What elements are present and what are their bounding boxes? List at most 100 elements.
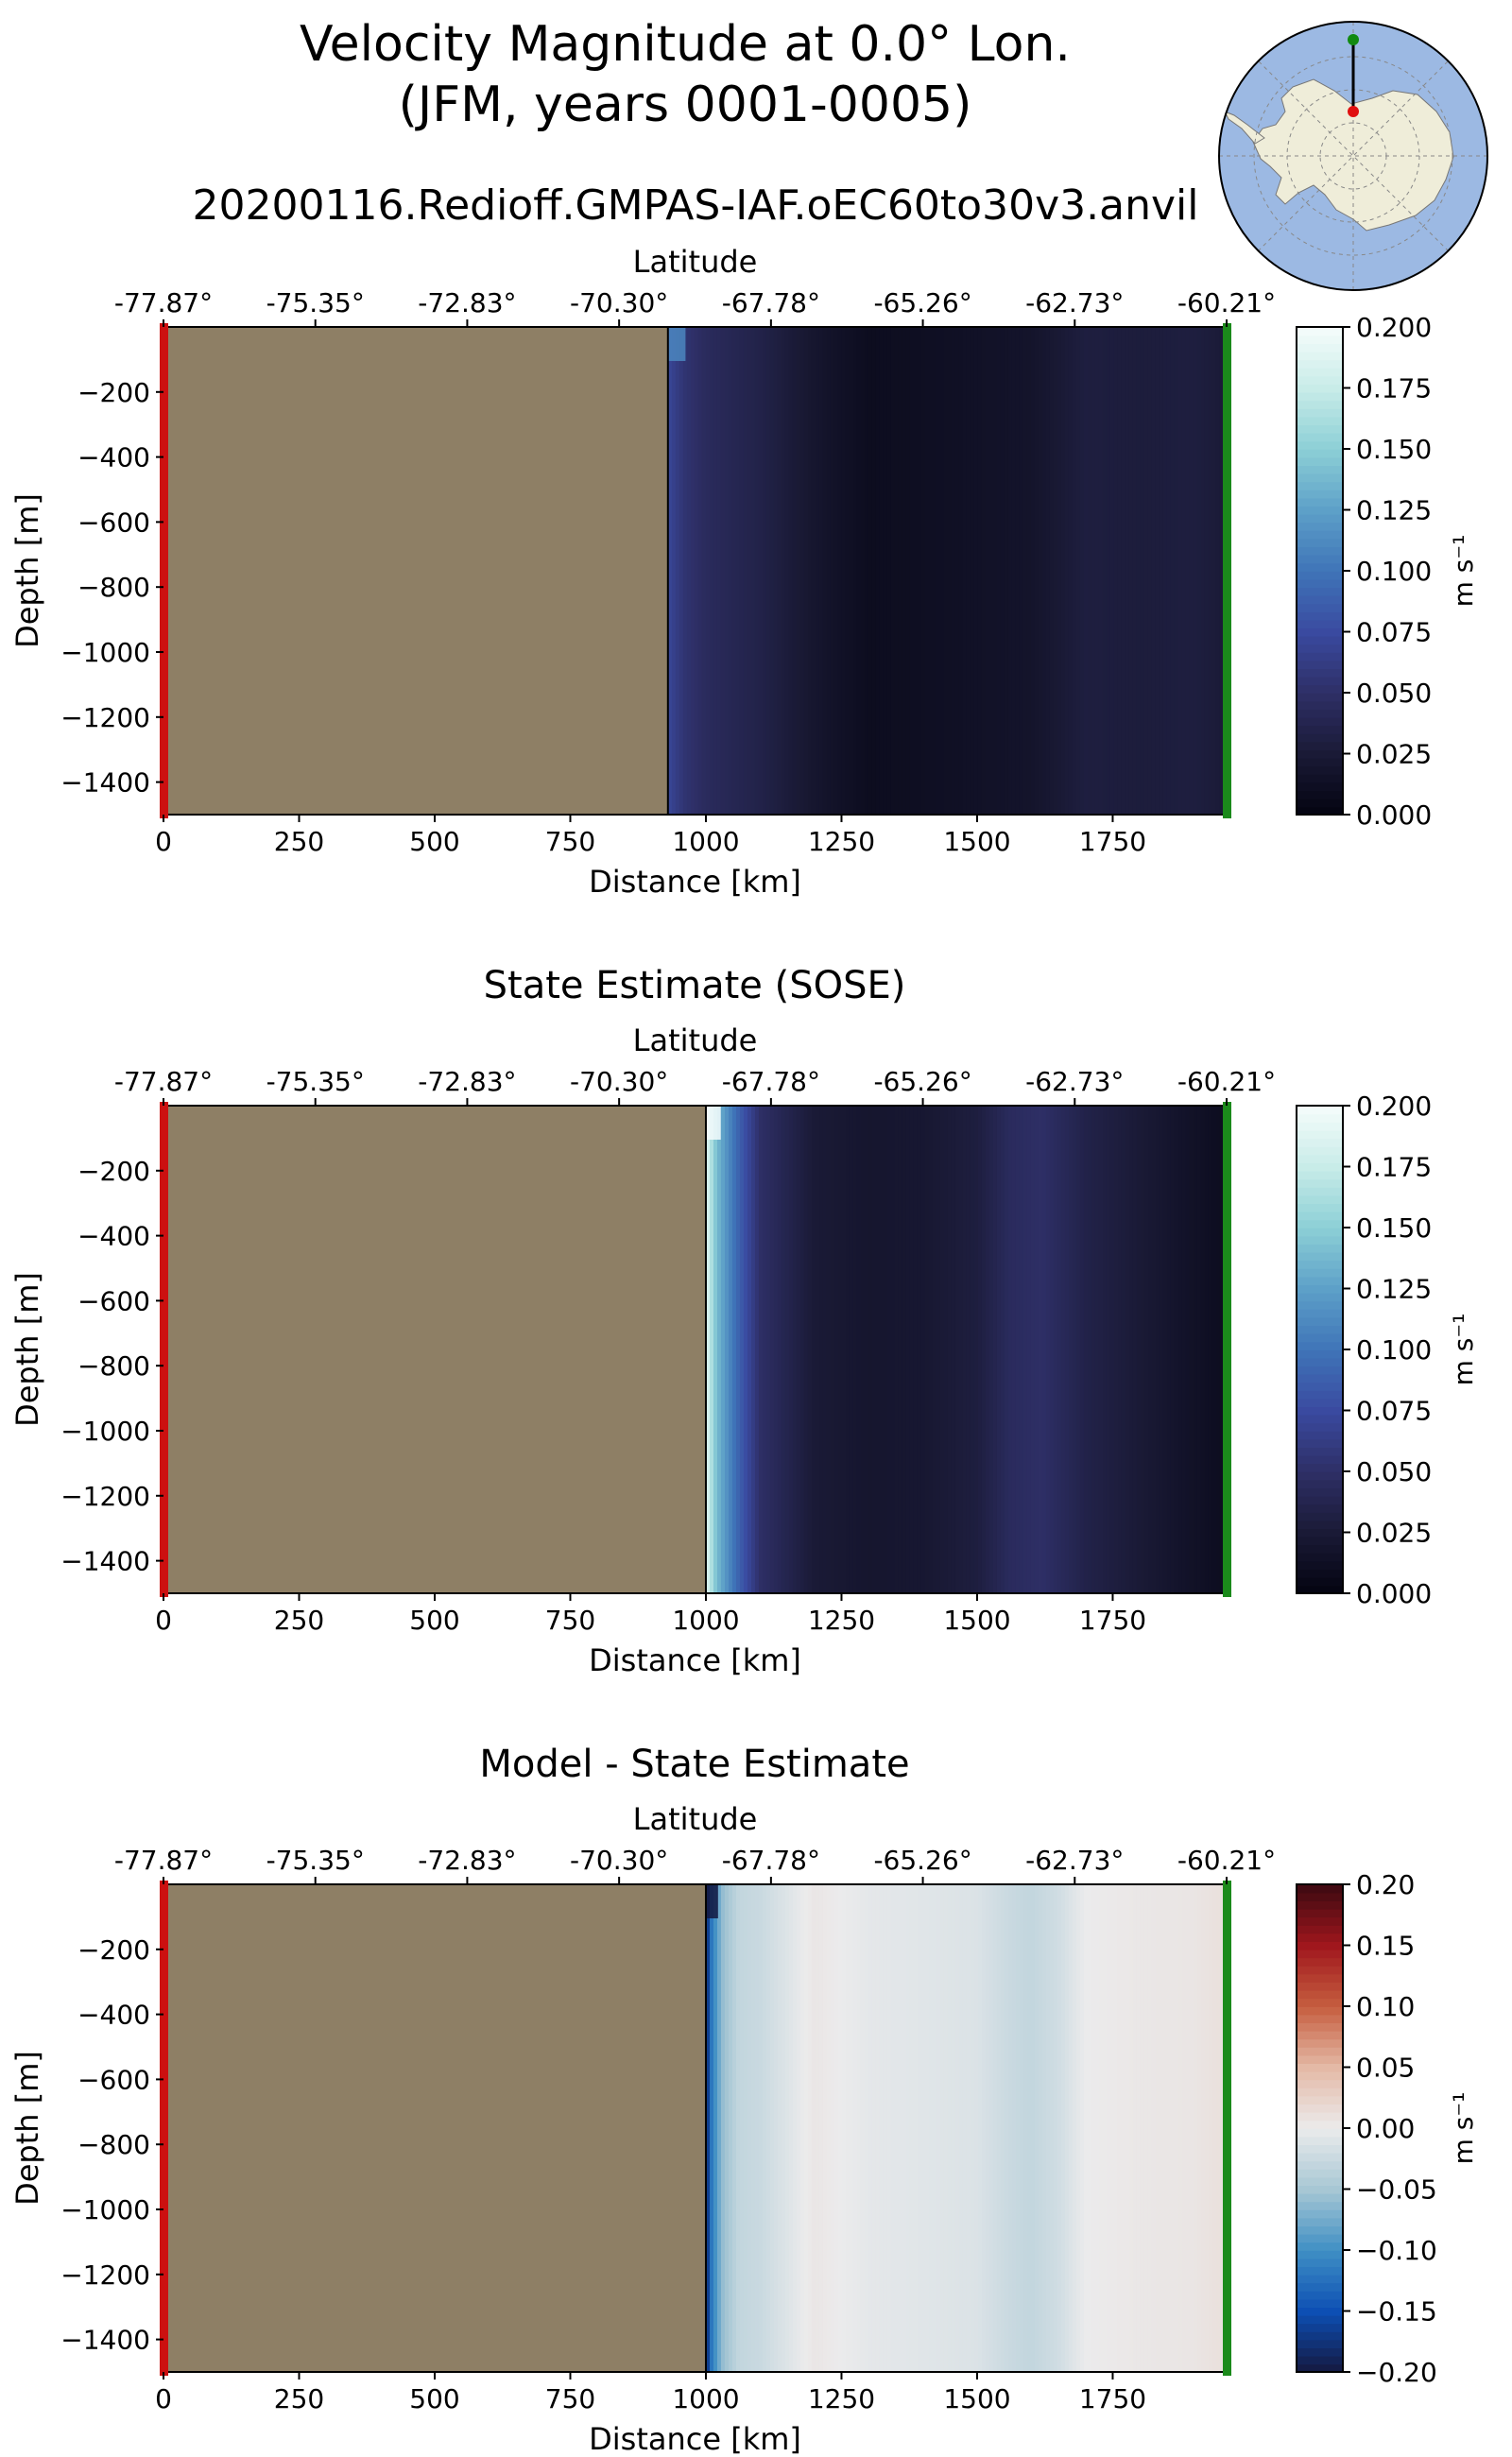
- section-column: [713, 327, 718, 815]
- colorbar-segment: [1297, 424, 1343, 434]
- section-column: [1026, 1884, 1032, 2372]
- section-column: [917, 1106, 922, 1593]
- section-column: [1034, 1106, 1040, 1593]
- top-x-tick-label: -70.30°: [570, 1845, 668, 1876]
- x-tick-label: 250: [274, 1605, 324, 1636]
- section-column: [769, 1106, 775, 1593]
- section-column: [781, 1884, 786, 2372]
- x-tick-label: 500: [409, 2383, 459, 2414]
- section-column: [1113, 1884, 1119, 2372]
- colorbar-segment: [1297, 2307, 1343, 2316]
- section-column: [890, 1106, 896, 1593]
- section-column: [864, 1884, 869, 2372]
- colorbar-segment: [1297, 343, 1343, 352]
- colorbar-segment: [1297, 611, 1343, 621]
- section-column: [728, 327, 733, 815]
- y-tick-label: −200: [77, 377, 150, 408]
- section-column: [1098, 1884, 1104, 2372]
- section-column: [1094, 1106, 1100, 1593]
- colorbar-tick-label: −0.10: [1356, 2235, 1437, 2266]
- section-column: [837, 1106, 843, 1593]
- colorbar-segment: [1297, 400, 1343, 409]
- transect-end-edge: [1223, 1881, 1231, 2376]
- section-column: [864, 327, 869, 815]
- section-column: [856, 1106, 862, 1593]
- colorbar-segment: [1297, 1471, 1343, 1481]
- section-column: [743, 327, 748, 815]
- y-tick-label: −1400: [60, 1546, 150, 1577]
- x-tick-label: 1500: [943, 826, 1010, 857]
- section-column: [1155, 1884, 1160, 2372]
- section-column: [826, 1106, 832, 1593]
- surface-jet: [667, 327, 686, 361]
- section-column: [1143, 1884, 1149, 2372]
- y-tick-label: −1400: [60, 2325, 150, 2356]
- y-tick-label: −1000: [60, 637, 150, 668]
- section-column: [985, 327, 990, 815]
- section-column: [902, 1884, 907, 2372]
- colorbar-segment: [1297, 2266, 1343, 2276]
- section-column: [1125, 327, 1130, 815]
- section-column: [962, 1884, 968, 2372]
- section-column: [977, 1884, 983, 2372]
- colorbar-segment: [1297, 472, 1343, 483]
- colorbar-segment: [1297, 2128, 1343, 2138]
- colorbar-segment: [1297, 2111, 1343, 2122]
- section-column: [1151, 327, 1157, 815]
- colorbar-segment: [1297, 1908, 1343, 1918]
- section-column: [1045, 1106, 1051, 1593]
- section-column: [765, 327, 771, 815]
- colorbar-segment: [1297, 2169, 1343, 2178]
- section-column: [686, 327, 692, 815]
- colorbar-segment: [1297, 2070, 1343, 2081]
- x-tick-label: 0: [155, 2383, 172, 2414]
- section-column: [1162, 1106, 1168, 1593]
- colorbar-segment: [1297, 2144, 1343, 2154]
- section-column: [936, 1884, 941, 2372]
- section-column: [788, 327, 794, 815]
- colorbar-segment: [1297, 497, 1343, 507]
- section-column: [988, 1106, 994, 1593]
- colorbar-segment: [1297, 1300, 1343, 1310]
- section-column: [1094, 327, 1100, 815]
- section-column: [815, 1106, 820, 1593]
- section-column: [1019, 327, 1024, 815]
- section-column: [1004, 1884, 1009, 2372]
- section-column: [826, 1884, 832, 2372]
- colorbar-segment: [1297, 594, 1343, 605]
- section-column: [777, 327, 782, 815]
- section-column: [1038, 1884, 1043, 2372]
- colorbar-segment: [1297, 2331, 1343, 2341]
- section-column: [868, 1106, 873, 1593]
- section-column: [852, 1884, 858, 2372]
- section-column: [1072, 1106, 1077, 1593]
- section-column: [773, 1884, 779, 2372]
- colorbar-segment: [1297, 709, 1343, 718]
- section-column: [871, 1106, 877, 1593]
- section-column: [1075, 1884, 1081, 2372]
- section-column: [762, 327, 767, 815]
- section-column: [1083, 1884, 1089, 2372]
- colorbar-segment: [1297, 1438, 1343, 1448]
- y-tick-label: −600: [77, 507, 150, 538]
- section-column: [1030, 327, 1036, 815]
- colorbar-segment: [1297, 603, 1343, 612]
- section-column: [1098, 327, 1104, 815]
- colorbar-segment: [1297, 1341, 1343, 1350]
- colorbar-segment: [1297, 2250, 1343, 2259]
- section-column: [1102, 1106, 1108, 1593]
- section-column: [1026, 327, 1032, 815]
- x-tick-label: 1250: [808, 1605, 875, 1636]
- section-column: [920, 327, 926, 815]
- section-column: [682, 327, 688, 815]
- section-column: [728, 1106, 733, 1593]
- section-column: [886, 1106, 892, 1593]
- x-tick-label: 750: [545, 826, 595, 857]
- section-column: [720, 1884, 726, 2372]
- section-column: [909, 1106, 915, 1593]
- colorbar-segment: [1297, 1512, 1343, 1521]
- colorbar-segment: [1297, 2209, 1343, 2219]
- colorbar-segment: [1297, 2363, 1343, 2373]
- section-column: [1019, 1884, 1024, 2372]
- colorbar-segment: [1297, 2192, 1343, 2203]
